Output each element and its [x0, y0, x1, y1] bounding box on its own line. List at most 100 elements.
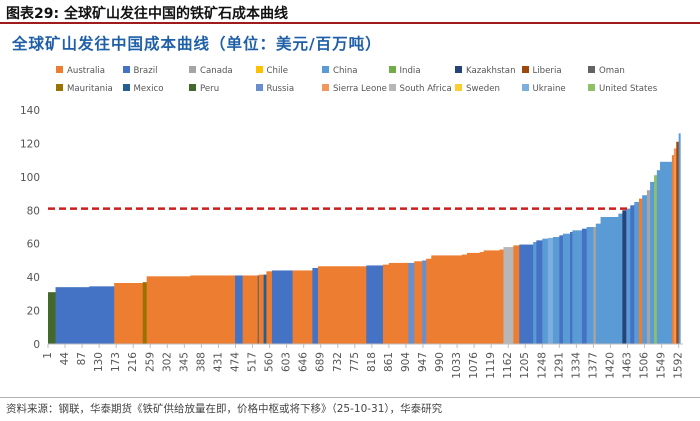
bar-segment — [570, 232, 573, 344]
figure-title: 图表29: 全球矿山发往中国的铁矿石成本曲线 — [6, 6, 288, 22]
legend-label: Australia — [67, 66, 106, 76]
x-tick-label: 861 — [383, 352, 395, 372]
bar-segment — [388, 262, 409, 344]
legend-label: China — [333, 66, 358, 76]
legend-item-peru: Peru — [189, 82, 219, 96]
x-tick-label: 517 — [247, 352, 259, 372]
bar-segment — [263, 274, 267, 344]
legend-label: Mexico — [133, 84, 164, 94]
legend-item-mexico: Mexico — [122, 82, 164, 96]
legend-swatch — [255, 84, 263, 91]
legend-swatch — [189, 84, 196, 91]
legend-label: South Africa — [399, 84, 452, 94]
bar-segment — [562, 233, 571, 344]
legend-item-russia: Russia — [255, 82, 294, 96]
bar-segment — [600, 216, 619, 344]
x-tick-label: 732 — [332, 352, 344, 372]
legend-swatch — [322, 66, 329, 73]
legend-label: Kazakhstan — [466, 66, 516, 76]
bar-segment — [426, 258, 432, 344]
footer-rule — [0, 397, 700, 398]
bar-segment — [292, 270, 313, 344]
x-tick-label: 1549 — [656, 352, 668, 379]
x-tick-label: 216 — [127, 352, 139, 372]
x-tick-label: 1506 — [639, 352, 651, 379]
x-tick-label: 775 — [349, 352, 361, 372]
legend-item-brazil: Brazil — [122, 64, 157, 78]
legend-swatch — [588, 84, 595, 91]
x-tick-label: 646 — [298, 352, 310, 372]
legend-item-oman: Oman — [588, 64, 625, 78]
bar-segment — [519, 244, 534, 344]
bar-segment — [48, 292, 56, 344]
bar-segment — [581, 228, 588, 344]
y-tick-label: 140 — [20, 105, 40, 117]
bar-segment — [634, 201, 640, 344]
legend-swatch — [255, 66, 263, 73]
bar-segment — [235, 275, 244, 344]
bar-segment — [678, 133, 681, 344]
x-tick-label: 431 — [212, 352, 224, 372]
x-tick-label: 1291 — [553, 352, 565, 379]
x-tick-label: 990 — [434, 352, 446, 372]
x-tick-label: 259 — [144, 352, 156, 372]
bar-segment — [593, 227, 597, 344]
bar-segment — [671, 155, 675, 344]
legend-swatch — [455, 66, 462, 73]
legend-swatch — [388, 66, 396, 73]
x-tick-label: 345 — [178, 352, 190, 372]
x-tick-label: 1420 — [604, 352, 616, 379]
legend-item-australia: Australia — [56, 64, 105, 78]
bar-segment — [461, 254, 468, 344]
y-tick-label: 80 — [27, 205, 40, 217]
bar-segment — [536, 240, 543, 344]
x-tick-label: 689 — [315, 352, 327, 372]
bar-segment — [533, 242, 537, 344]
legend-swatch — [588, 66, 595, 73]
bar-segment — [650, 181, 655, 344]
legend-item-south-africa: South Africa — [388, 82, 452, 96]
bar-segment — [317, 266, 367, 344]
legend-swatch — [56, 66, 63, 73]
bar-segment — [559, 235, 564, 344]
legend-label: United States — [599, 84, 658, 94]
source-note: 资料来源：钢联，华泰期货《铁矿供给放量在即，价格中枢或将下移》（25-10-31… — [6, 403, 443, 415]
legend-swatch — [122, 84, 130, 91]
legend-swatch — [189, 66, 196, 73]
legend-item-sierra-leone: Sierra Leone — [322, 82, 387, 96]
legend-item-canada: Canada — [189, 64, 233, 78]
legend-item-ukraine: Ukraine — [521, 82, 566, 96]
x-tick-label: 603 — [281, 352, 293, 372]
x-tick-label: 1248 — [536, 352, 548, 379]
bar-segment — [483, 250, 500, 344]
x-tick-label: 1334 — [570, 352, 582, 379]
legend-swatch — [521, 84, 529, 91]
x-tick-label: 1 — [42, 352, 54, 359]
legend-label: Sierra Leone — [333, 84, 387, 94]
bar-segment — [366, 265, 384, 344]
legend-label: Canada — [200, 66, 233, 76]
bar-segment — [257, 275, 260, 344]
bar-segment — [595, 223, 601, 344]
y-tick-label: 60 — [27, 239, 40, 251]
bar-segment — [676, 141, 680, 344]
x-tick-label: 1205 — [519, 352, 531, 379]
bar-segment — [622, 210, 627, 344]
legend-item-united-states: United States — [588, 82, 657, 96]
bar-segment — [422, 260, 427, 344]
bar-segment — [190, 275, 236, 344]
x-tick-label: 87 — [76, 352, 88, 365]
legend-swatch — [388, 84, 396, 91]
bar-segment — [382, 264, 390, 344]
x-tick-label: 302 — [161, 352, 173, 372]
y-tick-label: 120 — [20, 138, 40, 150]
bar-segment — [479, 252, 485, 344]
bar-segment — [89, 286, 115, 344]
bar-segment — [503, 247, 514, 344]
legend-label: Mauritania — [67, 84, 113, 94]
x-tick-label: 474 — [229, 352, 241, 372]
legend-label: Liberia — [532, 66, 562, 76]
y-tick-label: 100 — [20, 172, 40, 184]
x-tick-label: 947 — [417, 352, 429, 372]
x-tick-label: 1119 — [485, 352, 497, 379]
